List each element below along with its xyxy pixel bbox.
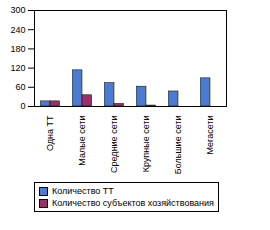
svg-text:240: 240 <box>10 25 25 35</box>
svg-text:300: 300 <box>10 5 25 15</box>
svg-text:Большие сети: Большие сети <box>173 116 183 175</box>
svg-text:0: 0 <box>20 101 25 111</box>
svg-text:Средние сети: Средние сети <box>109 116 119 173</box>
svg-text:60: 60 <box>15 82 25 92</box>
svg-text:Крупные сети: Крупные сети <box>141 116 151 173</box>
html-text:Количество ТТ: Количество ТТ <box>52 186 114 196</box>
html-text:Количество субъектов хозяйство: Количество субъектов хозяйствования <box>52 198 214 208</box>
svg-text:120: 120 <box>10 63 25 73</box>
svg-text:180: 180 <box>10 44 25 54</box>
svg-text:Малые сети: Малые сети <box>77 116 87 166</box>
svg-text:Мегасети: Мегасети <box>205 116 215 155</box>
svg-text:Одна ТТ: Одна ТТ <box>45 115 55 151</box>
